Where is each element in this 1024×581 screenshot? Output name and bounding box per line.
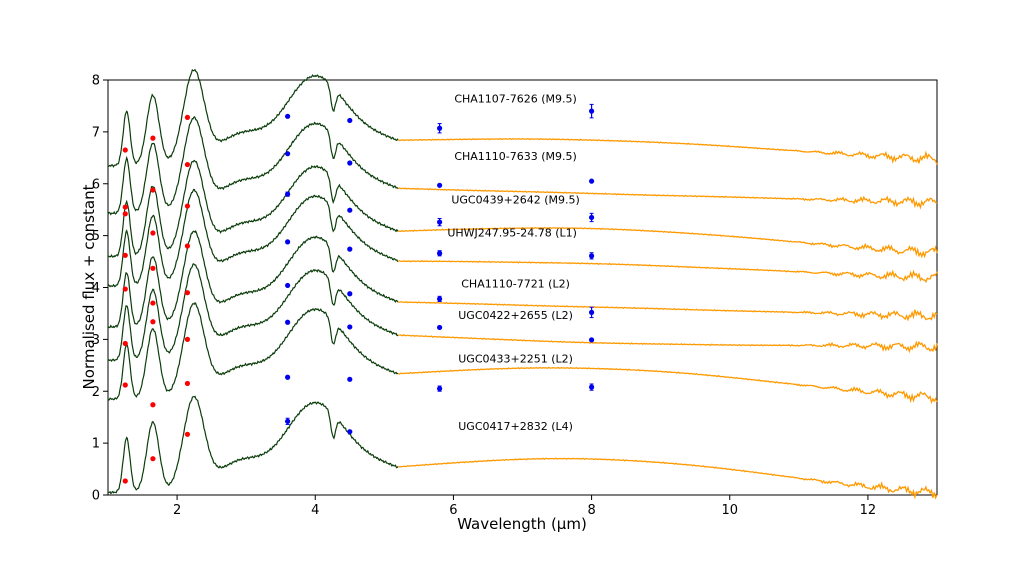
x-tick-label-4: 10 [721, 503, 738, 518]
mir-photometry-point-2-2 [437, 219, 443, 225]
spectrum-label-6: UGC0433+2251 (L2) [458, 353, 573, 366]
nir-spectrum-4 [107, 229, 399, 329]
spectrum-label-0: CHA1107-7626 (M9.5) [454, 92, 577, 105]
y-tick-label-6: 6 [92, 177, 100, 192]
nir-photometry-point-5-2 [184, 336, 191, 342]
mir-photometry-point-2-3 [588, 214, 595, 221]
nir-spectrum-2 [107, 159, 399, 258]
mir-photometry-point-5-1 [347, 324, 353, 330]
y-tick-label-7: 7 [92, 125, 100, 140]
nir-photometry-point-3-2 [184, 243, 191, 249]
nir-photometry-point-2-0 [122, 211, 128, 217]
nir-photometry-point-1-0 [122, 204, 128, 210]
nir-photometry-point-3-0 [122, 252, 128, 258]
nir-spectrum-7 [107, 395, 399, 495]
spectrum-label-1: CHA1110-7633 (M9.5) [454, 150, 577, 163]
x-tick-label-5: 12 [860, 503, 877, 518]
spectrum-label-4: CHA1110-7721 (L2) [461, 278, 570, 291]
spectrum-label-3: UHWJ247.95-24.78 (L1) [447, 227, 577, 240]
nir-photometry-point-4-2 [184, 290, 191, 296]
y-tick-label-4: 4 [92, 281, 100, 296]
nir-photometry-point-6-1 [150, 402, 156, 408]
nir-photometry-point-5-1 [150, 319, 156, 325]
mir-spectrum-3 [397, 259, 938, 284]
mir-photometry-point-7-1 [347, 429, 353, 435]
nir-photometry-point-4-1 [150, 300, 156, 306]
x-tick-label-1: 4 [311, 503, 319, 518]
mir-photometry-point-6-3 [588, 384, 595, 390]
mir-photometry-point-0-1 [347, 117, 353, 124]
nir-photometry-point-0-0 [122, 147, 128, 153]
nir-photometry-point-2-2 [184, 203, 191, 209]
mir-photometry-point-0-0 [285, 113, 291, 119]
nir-photometry-point-3-1 [150, 265, 156, 271]
y-axis-label: Normalised flux + constant [80, 184, 98, 389]
nir-photometry-point-0-2 [184, 114, 191, 120]
spectrum-label-7: UGC0417+2832 (L4) [458, 420, 573, 433]
nir-photometry-point-5-0 [122, 340, 128, 347]
mir-photometry-point-4-3 [588, 309, 595, 315]
mir-photometry-point-0-2 [437, 125, 443, 131]
mir-photometry-point-7-0 [285, 418, 291, 424]
x-tick-label-2: 6 [449, 503, 457, 518]
mir-photometry-point-3-3 [588, 253, 595, 259]
x-tick-label-0: 2 [173, 503, 181, 518]
nir-spectrum-5 [107, 263, 399, 362]
mir-spectrum-2 [398, 226, 938, 259]
y-tick-label-8: 8 [92, 74, 100, 89]
mir-photometry-point-3-2 [437, 250, 443, 256]
mir-photometry-point-1-0 [285, 151, 291, 157]
y-tick-label-3: 3 [92, 333, 100, 348]
mir-spectrum-6 [397, 366, 938, 405]
nir-photometry-point-6-2 [184, 380, 191, 387]
nir-photometry-point-7-2 [184, 431, 191, 437]
nir-photometry-point-2-1 [150, 230, 156, 236]
mir-photometry-point-6-0 [285, 374, 291, 380]
spectrum-label-5: UGC0422+2655 (L2) [458, 309, 573, 322]
mir-photometry-point-1-3 [588, 178, 595, 184]
mir-spectrum-7 [398, 457, 938, 500]
mir-spectrum-4 [398, 300, 938, 322]
spectrum-labels: CHA1107-7626 (M9.5) CHA1110-7633 (M9.5) UG… [447, 92, 580, 433]
mir-spectrum-1 [397, 187, 938, 210]
nir-photometry-point-0-1 [150, 135, 156, 141]
mir-photometry-point-2-1 [347, 207, 353, 213]
nir-photometry-point-1-2 [184, 161, 191, 168]
mir-photometry-point-1-1 [347, 160, 353, 166]
nir-photometry-point-6-0 [122, 382, 128, 388]
y-tick-label-2: 2 [92, 385, 100, 400]
mir-photometry-point-4-1 [347, 291, 353, 297]
nir-spectrum-6 [107, 301, 399, 401]
mir-photometry-point-1-2 [437, 182, 443, 188]
mir-photometry-point-5-2 [437, 324, 443, 331]
nir-photometry-point-1-1 [150, 187, 156, 193]
nir-photometry-point-4-0 [122, 286, 128, 292]
mir-photometry-point-4-0 [285, 282, 291, 289]
mir-photometry-point-5-0 [285, 319, 291, 325]
mir-photometry-point-0-3 [588, 108, 595, 114]
x-axis-label: Wavelength (μm) [457, 515, 587, 533]
nir-spectrum-3 [107, 188, 399, 288]
mir-photometry-point-4-2 [437, 296, 443, 302]
mir-photometry-point-5-3 [588, 337, 595, 343]
y-tick-label-5: 5 [92, 229, 100, 244]
photometry-points [122, 103, 595, 484]
mir-photometry-point-2-0 [285, 191, 291, 197]
mir-photometry-point-6-2 [437, 386, 443, 392]
y-tick-label-0: 0 [92, 489, 100, 504]
spectrum-label-2: UGC0439+2642 (M9.5) [451, 193, 580, 206]
nir-photometry-point-7-0 [122, 478, 128, 484]
mir-photometry-point-3-1 [347, 246, 353, 252]
mir-photometry-point-3-0 [285, 239, 291, 245]
nir-spectrum-1 [107, 115, 399, 216]
y-tick-label-1: 1 [92, 437, 100, 452]
x-tick-label-3: 8 [587, 503, 595, 518]
mir-spectrum-5 [398, 334, 938, 354]
nir-photometry-point-7-1 [150, 456, 156, 462]
mir-spectrum-0 [397, 137, 938, 165]
nir-spectrum-0 [107, 68, 399, 168]
mir-photometry-point-6-1 [347, 376, 353, 382]
